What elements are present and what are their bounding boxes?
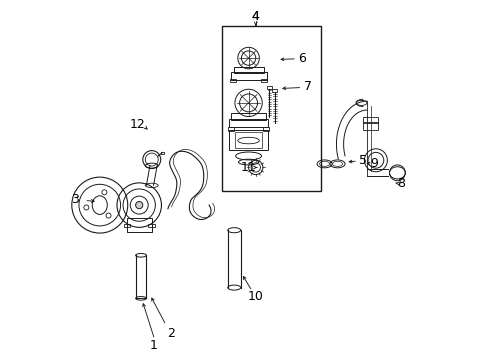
Text: 8: 8 bbox=[397, 177, 405, 190]
Bar bbox=[231, 113, 266, 120]
Bar bbox=[228, 127, 234, 131]
Bar bbox=[267, 86, 272, 89]
Bar bbox=[235, 132, 262, 148]
Circle shape bbox=[136, 202, 143, 209]
Bar bbox=[229, 120, 269, 127]
Bar bbox=[234, 67, 264, 73]
Bar bbox=[229, 130, 269, 149]
Bar bbox=[262, 79, 267, 82]
Bar bbox=[230, 79, 236, 82]
Bar bbox=[148, 224, 155, 226]
Text: 6: 6 bbox=[298, 51, 306, 64]
Text: 2: 2 bbox=[168, 327, 175, 340]
Text: 9: 9 bbox=[370, 157, 378, 170]
Bar bbox=[161, 152, 164, 154]
Text: 1: 1 bbox=[149, 339, 157, 352]
Text: 3: 3 bbox=[71, 193, 78, 206]
Text: 10: 10 bbox=[248, 290, 264, 303]
Bar bbox=[363, 122, 378, 130]
Text: 11: 11 bbox=[241, 161, 256, 174]
Bar bbox=[124, 224, 130, 226]
Bar bbox=[364, 117, 378, 123]
Text: 5: 5 bbox=[359, 154, 368, 167]
Text: 4: 4 bbox=[252, 10, 260, 23]
Text: 4: 4 bbox=[252, 10, 260, 23]
Text: 7: 7 bbox=[304, 80, 312, 93]
Bar bbox=[231, 72, 267, 80]
Bar bbox=[272, 89, 277, 92]
Bar bbox=[263, 127, 270, 131]
Bar bbox=[222, 26, 320, 191]
Bar bbox=[126, 218, 152, 232]
Text: 12: 12 bbox=[129, 118, 146, 131]
